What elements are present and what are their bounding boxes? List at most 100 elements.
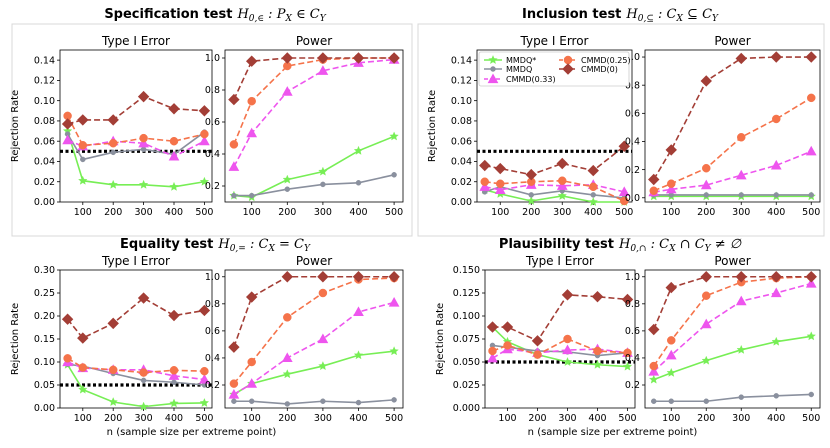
data-point [593, 346, 602, 356]
data-point [168, 370, 180, 380]
y-tick-label: 0.100 [453, 311, 480, 322]
y-tick-label: 0.12 [451, 76, 472, 87]
data-point [770, 287, 782, 298]
series-CMMD(0.33) [228, 54, 400, 171]
y-tick-label: 0.075 [453, 334, 480, 345]
data-point [353, 145, 364, 155]
data-point [649, 374, 659, 384]
legend-item-MMDQ*: MMDQ* [484, 55, 536, 65]
data-point [168, 103, 180, 115]
data-point [587, 164, 599, 177]
y-tick-label: 0.05 [34, 380, 55, 391]
series-line [67, 139, 205, 158]
y-tick-label: 0.08 [34, 116, 55, 127]
panel-1-type1: Type I Error 100 200 300 400 500 0.00 0.02 0.04 0… [427, 34, 633, 218]
data-point [388, 296, 400, 307]
x-tick-label: 100 [498, 413, 516, 424]
y-tick-label: 0.00 [34, 403, 55, 414]
series-line [233, 399, 395, 405]
data-point [622, 361, 633, 371]
y-tick-label: 0.4 [205, 353, 220, 364]
data-point [139, 368, 148, 377]
series-line [66, 130, 205, 188]
data-point [231, 192, 237, 199]
y-tick-label: 0.25 [34, 288, 55, 299]
series-MMDQ* [229, 131, 399, 202]
data-point [107, 114, 119, 126]
data-point [588, 197, 598, 206]
y-axis-label: Rejection Rate [435, 303, 446, 375]
y-tick-label: 0.2 [205, 181, 220, 192]
y-tick-label: 0.050 [453, 357, 480, 368]
data-point [736, 344, 746, 354]
data-point [648, 323, 660, 336]
data-point [525, 168, 537, 181]
data-point [108, 365, 118, 375]
series-CMMD(0.33) [648, 145, 817, 197]
x-tick-label: 100 [74, 207, 92, 218]
panel-title: Power [296, 254, 332, 268]
data-point [61, 118, 74, 130]
data-point [281, 352, 293, 363]
x-tick-label: 500 [802, 207, 820, 218]
data-point [281, 52, 294, 64]
data-point [703, 398, 709, 404]
x-tick-label: 200 [104, 207, 122, 218]
data-point [665, 281, 677, 294]
data-point [590, 192, 596, 198]
data-point [623, 348, 632, 358]
data-point [355, 399, 362, 406]
y-tick-label: 1.0 [205, 272, 220, 283]
data-point [248, 192, 255, 199]
data-point [770, 51, 782, 63]
y-tick-label: 0.30 [34, 265, 55, 276]
series-MMDQ* [649, 331, 816, 384]
x-tick-label: 100 [243, 207, 261, 218]
x-tick-label: 400 [767, 207, 785, 218]
data-point [228, 341, 240, 353]
data-point [479, 181, 491, 191]
data-point [389, 131, 399, 141]
legend-item-CMMD(0.25): CMMD(0.25) [559, 55, 631, 65]
legend-marker [488, 55, 498, 64]
legend-item-CMMD(0.33): CMMD(0.33) [484, 73, 556, 84]
data-point [139, 133, 148, 143]
y-tick-label: 0.4 [625, 353, 640, 364]
data-point [735, 52, 747, 65]
data-point [621, 293, 634, 306]
data-point [198, 304, 211, 317]
panel-title: Power [714, 254, 750, 268]
legend-marker [562, 63, 574, 75]
y-tick-label: 0.06 [34, 136, 55, 147]
data-point [479, 159, 491, 172]
data-point [284, 186, 291, 192]
axes-frame [224, 49, 404, 203]
series-line [233, 301, 395, 396]
series-line [653, 97, 812, 192]
y-axis-label: Rejection Rate [10, 90, 21, 162]
series-CMMD(0) [228, 52, 400, 106]
x-tick-label: 300 [135, 413, 153, 424]
y-tick-label: 0.8 [205, 299, 220, 310]
series-line [653, 150, 812, 193]
data-point [246, 378, 258, 388]
x-tick-label: 400 [584, 207, 602, 218]
panel-title: Type I Error [525, 254, 594, 268]
data-point [501, 321, 514, 333]
data-point [533, 350, 542, 359]
panel-2-type1: Type I Error 100 200 300 400 500 0.00 0.05 0.10 0… [10, 254, 276, 438]
x-tick-label: 200 [528, 413, 546, 424]
data-point [107, 317, 119, 330]
data-point [620, 196, 629, 206]
x-tick-label: 300 [314, 207, 332, 218]
data-point [618, 140, 630, 152]
legend-marker [563, 55, 573, 65]
quadrant-title-specification: Specification test H0,∈ : PX ∈ CY [104, 7, 326, 24]
data-point [488, 346, 497, 356]
data-point [592, 359, 603, 369]
x-axis-label: n (sample size per extreme point) [528, 427, 698, 438]
legend-item-CMMD(0): CMMD(0) [559, 63, 618, 75]
series-CMMD(0.33) [228, 296, 400, 399]
axes-frame [644, 269, 821, 409]
